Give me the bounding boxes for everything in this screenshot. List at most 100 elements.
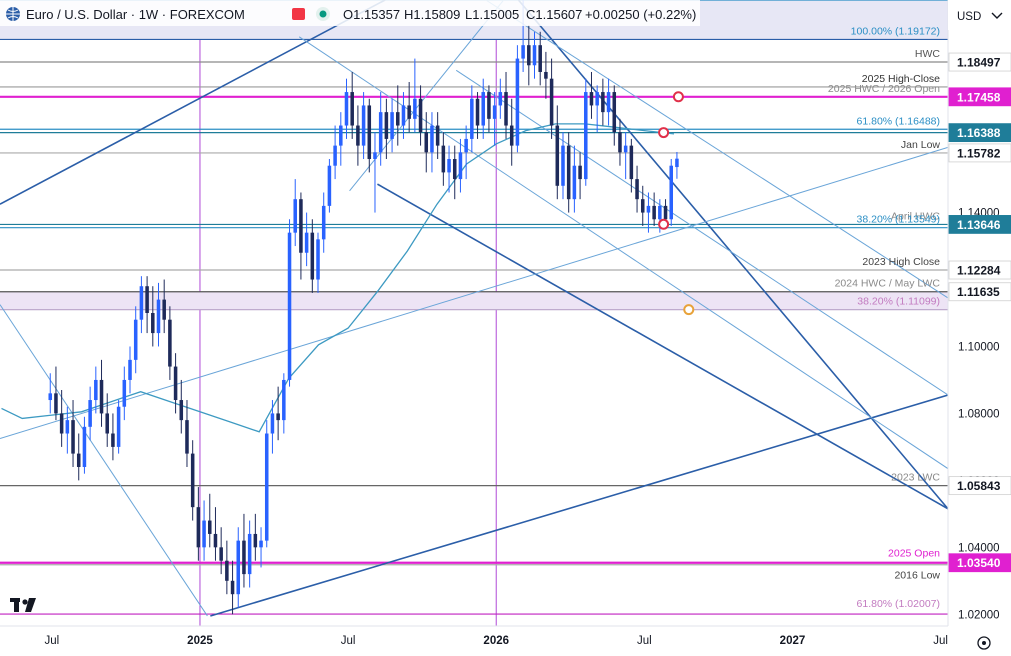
settings-icon[interactable] [977, 636, 991, 650]
candle-body[interactable] [589, 92, 594, 106]
candle-body[interactable] [452, 159, 457, 180]
candle-body[interactable] [139, 286, 144, 320]
candle-body[interactable] [515, 58, 520, 146]
candle-body[interactable] [71, 420, 75, 454]
candle-body[interactable] [367, 105, 372, 160]
candle[interactable] [185, 400, 189, 467]
candle-body[interactable] [612, 92, 617, 133]
candle-body[interactable] [88, 400, 92, 427]
candle[interactable] [310, 219, 315, 293]
candle[interactable] [230, 560, 235, 615]
candle[interactable] [396, 85, 400, 146]
candle[interactable] [669, 159, 674, 226]
candle-body[interactable] [424, 132, 429, 153]
candle-body[interactable] [390, 112, 394, 139]
candle[interactable] [76, 433, 81, 481]
candle[interactable] [646, 192, 651, 233]
candle-body[interactable] [259, 540, 263, 548]
candle-body[interactable] [287, 232, 292, 380]
candle-body[interactable] [185, 420, 189, 454]
candle-body[interactable] [293, 199, 297, 233]
candle-body[interactable] [122, 379, 127, 407]
candle-body[interactable] [304, 232, 309, 253]
candle-body[interactable] [236, 540, 241, 595]
candle[interactable] [464, 125, 468, 180]
candle[interactable] [122, 366, 127, 421]
candle[interactable] [88, 386, 92, 441]
candle-body[interactable] [173, 366, 178, 401]
candle[interactable] [111, 413, 115, 461]
candle[interactable] [373, 132, 377, 213]
candle[interactable] [492, 92, 497, 146]
candle[interactable] [601, 78, 605, 126]
candle-body[interactable] [538, 45, 542, 72]
candle-body[interactable] [663, 205, 668, 220]
candle[interactable] [549, 58, 554, 139]
candle-body[interactable] [316, 239, 320, 280]
candle[interactable] [247, 520, 252, 588]
candle[interactable] [629, 138, 634, 193]
candle[interactable] [441, 132, 446, 186]
candle[interactable] [282, 373, 286, 434]
candle[interactable] [618, 118, 622, 166]
candle[interactable] [418, 85, 423, 146]
candle-body[interactable] [299, 199, 303, 253]
candle-body[interactable] [646, 205, 651, 213]
candle-body[interactable] [629, 145, 634, 180]
candle-body[interactable] [253, 533, 258, 548]
candle-body[interactable] [162, 299, 166, 320]
candle[interactable] [151, 286, 155, 347]
candle[interactable] [635, 165, 639, 213]
candle-body[interactable] [276, 413, 280, 421]
candle[interactable] [145, 276, 149, 334]
candle[interactable] [481, 78, 485, 139]
candle-body[interactable] [487, 92, 491, 119]
candle-body[interactable] [133, 319, 138, 360]
candle[interactable] [339, 112, 343, 166]
candle[interactable] [652, 192, 656, 226]
price-axis[interactable]: USD 1.020001.040001.060001.080001.100001… [947, 0, 1011, 626]
candle[interactable] [413, 58, 417, 133]
candle[interactable] [299, 192, 303, 280]
candle[interactable] [640, 185, 645, 226]
candle[interactable] [475, 92, 480, 139]
candle[interactable] [578, 152, 582, 200]
candle-body[interactable] [407, 105, 411, 119]
candle[interactable] [59, 389, 64, 447]
candle[interactable] [48, 373, 53, 414]
currency-label[interactable]: USD [957, 11, 981, 23]
candle-body[interactable] [458, 152, 463, 180]
candle-body[interactable] [202, 520, 206, 548]
candle[interactable] [470, 85, 474, 153]
candle-body[interactable] [378, 112, 383, 153]
candle-body[interactable] [168, 319, 172, 367]
candle[interactable] [361, 92, 366, 160]
candle[interactable] [424, 112, 429, 173]
candle-body[interactable] [48, 393, 53, 401]
candle-body[interactable] [196, 507, 201, 548]
candle-body[interactable] [344, 92, 349, 126]
candle-body[interactable] [82, 426, 87, 467]
candle[interactable] [430, 112, 434, 173]
candle[interactable] [561, 132, 565, 200]
candle-body[interactable] [430, 125, 434, 153]
candle[interactable] [213, 507, 218, 561]
candle[interactable] [128, 346, 132, 394]
candle-body[interactable] [640, 199, 645, 213]
candle[interactable] [316, 232, 320, 293]
candle-body[interactable] [521, 45, 525, 59]
candle[interactable] [156, 282, 161, 347]
candle[interactable] [606, 78, 611, 126]
candle[interactable] [350, 71, 354, 139]
candle-body[interactable] [441, 145, 446, 173]
candle[interactable] [623, 132, 628, 180]
candle[interactable] [105, 393, 109, 447]
candle[interactable] [94, 366, 98, 414]
candle-body[interactable] [595, 92, 599, 106]
candle[interactable] [595, 85, 599, 133]
candle[interactable] [116, 400, 121, 454]
candle-body[interactable] [111, 433, 115, 447]
candle-body[interactable] [675, 158, 679, 168]
candle-body[interactable] [435, 125, 440, 146]
candle[interactable] [173, 353, 178, 414]
